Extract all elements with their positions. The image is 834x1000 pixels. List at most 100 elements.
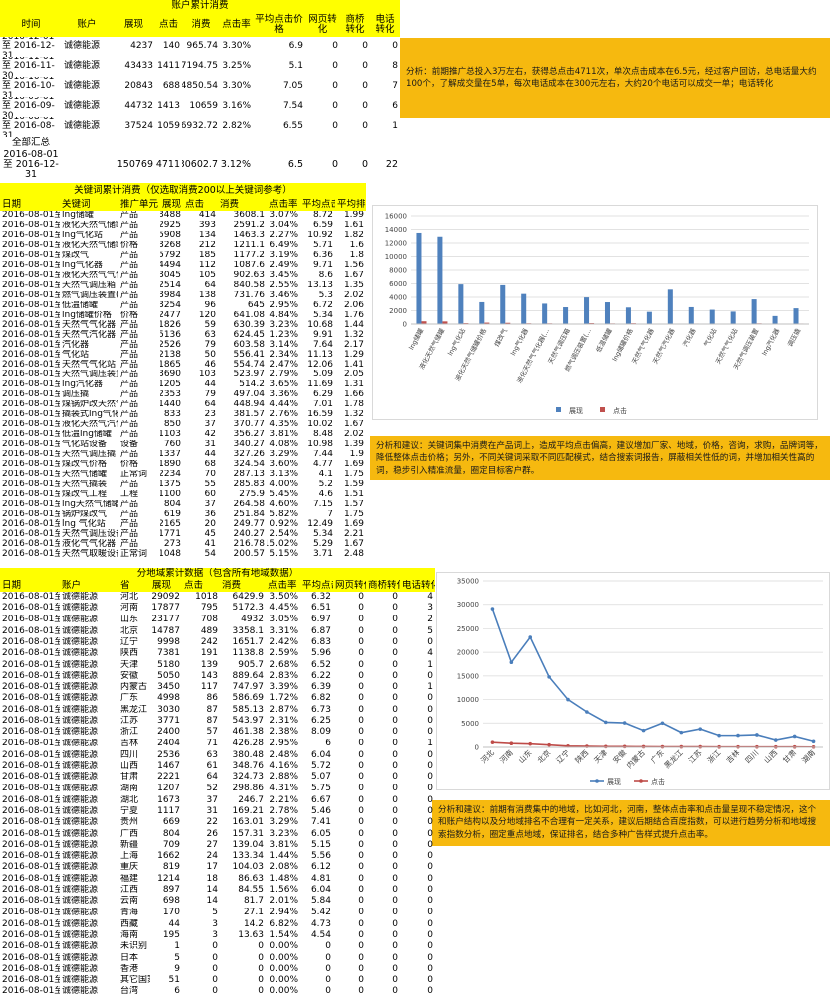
- table-cell: 117: [200, 682, 218, 693]
- table-cell: 0: [358, 682, 364, 693]
- table-cell: 902.63: [233, 270, 266, 280]
- table-cell: 1662: [157, 851, 180, 862]
- legend-label: 展现: [569, 407, 583, 415]
- y-tick-label: 8000: [389, 267, 407, 275]
- table-cell: 3268: [160, 240, 181, 251]
- table-cell: 0: [392, 918, 398, 929]
- table-cell: 天然气气化站: [62, 360, 117, 370]
- table-cell: 833: [163, 410, 181, 420]
- marker: [603, 720, 608, 725]
- bar: [604, 302, 610, 324]
- table-cell: 0: [427, 761, 433, 771]
- table-cell: 12.06: [307, 360, 333, 370]
- table-cell: 0: [427, 715, 433, 726]
- table-cell: 液化天然气气化器(E: [62, 270, 118, 280]
- marker: [622, 721, 627, 725]
- table-cell: 1: [427, 659, 433, 670]
- total-cell: 3.12%: [220, 159, 251, 171]
- table-cell: 诚德能源: [62, 603, 99, 614]
- table-cell: 5: [174, 952, 180, 963]
- table-cell: 4.73: [310, 918, 331, 929]
- table-cell: 产品: [120, 300, 139, 310]
- table-cell: 0: [427, 783, 433, 794]
- table-cell: 5180: [157, 659, 180, 670]
- table-cell: lng 气化站: [62, 519, 106, 529]
- table-cell: 煤改气价格: [62, 459, 108, 469]
- x-tick-label: 江苏: [686, 747, 704, 765]
- table-cell: 0: [358, 930, 364, 940]
- table-cell: 0: [392, 907, 398, 918]
- table-cell: 2.95%: [269, 300, 298, 310]
- x-tick-label: lng气化站: [445, 326, 467, 357]
- table-cell: 1: [174, 941, 180, 952]
- table-cell: 0: [358, 794, 364, 805]
- table-cell: 20843: [124, 81, 153, 92]
- bar: [793, 308, 799, 324]
- table-cell: 气化站: [62, 350, 90, 360]
- table-cell: 11.69: [307, 380, 333, 390]
- table-cell: 264.58: [233, 499, 266, 509]
- table-cell: 3.16%: [222, 101, 251, 112]
- table-cell: 5136: [160, 330, 181, 340]
- table-cell: 1651.7: [232, 637, 265, 647]
- bar: [667, 289, 673, 324]
- table-cell: 3.14%: [269, 340, 298, 350]
- table-cell: 3.30%: [222, 81, 251, 92]
- table-cell: 3254: [160, 300, 181, 310]
- table-cell: 3.23%: [269, 828, 298, 839]
- table-cell: 6.87: [310, 625, 331, 636]
- table-cell: 设备: [120, 439, 139, 450]
- table-cell: 370.77: [233, 419, 266, 430]
- table-cell: 669: [162, 817, 180, 828]
- table-cell: 603.58: [233, 340, 266, 350]
- y-tick-label: 16000: [385, 213, 407, 221]
- table-cell: 46: [204, 360, 216, 370]
- table-cell: 6429.9: [232, 592, 265, 602]
- table-cell: 宁夏: [120, 806, 139, 817]
- x-tick-label: lng储罐价格: [610, 326, 635, 362]
- table-cell: 1.39: [343, 439, 364, 450]
- marker: [490, 740, 495, 744]
- y-tick-label: 10000: [385, 253, 407, 261]
- table-cell: 3: [212, 918, 218, 929]
- table-cell: 43433: [124, 61, 153, 72]
- table-cell: 170: [162, 907, 180, 918]
- header-fill: [0, 0, 400, 37]
- table-cell: 1826: [160, 320, 181, 330]
- table-cell: 0: [392, 828, 398, 839]
- table-cell: 6.67: [310, 794, 331, 805]
- table-cell: 0: [258, 963, 264, 974]
- table-cell: 5.34: [312, 529, 333, 539]
- table-cell: 2.27%: [269, 230, 298, 241]
- legend-swatch: [595, 779, 599, 783]
- marker: [528, 635, 533, 639]
- column-header: 推广单元: [120, 199, 159, 211]
- table-cell: 甘肃: [120, 772, 139, 783]
- table-cell: 10.92: [307, 230, 333, 241]
- table-cell: 3.45%: [269, 270, 298, 280]
- table-cell: 0.92%: [269, 519, 298, 529]
- table-cell: 3.65%: [269, 380, 298, 390]
- table-cell: 157.31: [232, 828, 265, 839]
- table-cell: 4.77: [312, 459, 333, 469]
- table-cell: 1673: [157, 794, 180, 805]
- table-cell: 0: [427, 975, 433, 986]
- table-cell: 6.82%: [269, 918, 298, 929]
- table-cell: 0: [392, 727, 398, 738]
- line: [491, 608, 814, 743]
- table-cell: 2.05: [343, 370, 364, 380]
- table-cell: 天然气取暖设备: [62, 549, 118, 559]
- table-cell: 燃气调压装置(E: [62, 290, 118, 300]
- table-cell: 240.27: [233, 529, 266, 539]
- table-cell: 4: [427, 648, 433, 659]
- table-cell: 497.04: [233, 390, 266, 400]
- table-cell: 586.69: [232, 693, 265, 704]
